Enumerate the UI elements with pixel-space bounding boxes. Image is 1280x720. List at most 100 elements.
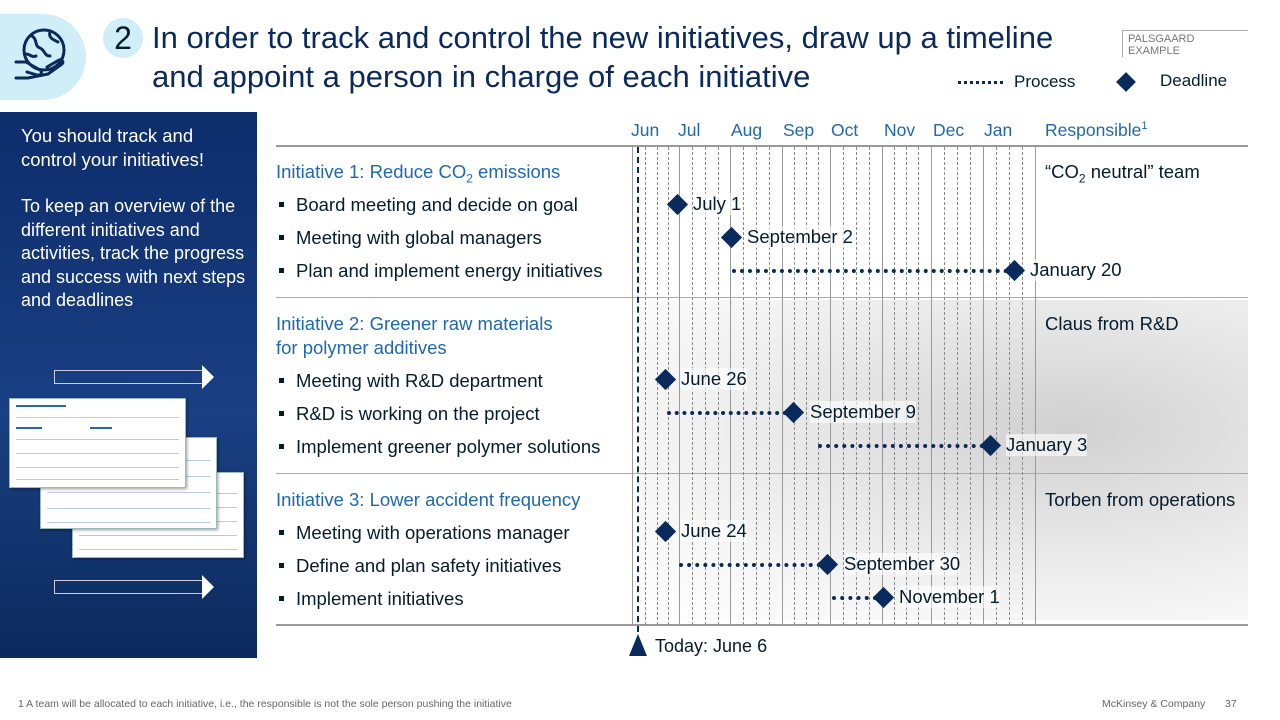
subscript: 2 bbox=[466, 171, 473, 186]
grid-line bbox=[769, 147, 770, 625]
task-row: Meeting with R&D department bbox=[276, 370, 543, 392]
grid-line bbox=[1035, 147, 1036, 625]
initiative-2-title-line: Initiative 2: Greener raw materials bbox=[276, 313, 553, 334]
bullet-icon bbox=[279, 595, 284, 601]
task-label: R&D is working on the project bbox=[296, 403, 540, 424]
initiative-2-responsible: Claus from R&D bbox=[1045, 313, 1179, 334]
sidebar-heading: You should track and control your initia… bbox=[21, 125, 205, 170]
month-label: Dec bbox=[933, 120, 965, 140]
deadline-label: January 20 bbox=[1030, 259, 1122, 281]
legend-process-label: Process bbox=[1014, 72, 1076, 91]
process-bar bbox=[832, 596, 877, 600]
grid-line bbox=[918, 147, 919, 625]
grid-line bbox=[906, 147, 907, 625]
bullet-icon bbox=[279, 562, 284, 568]
grid-line bbox=[818, 147, 819, 625]
grid-line bbox=[843, 147, 844, 625]
grid-line bbox=[806, 147, 807, 625]
task-row: R&D is working on the project bbox=[276, 403, 540, 425]
grid-line bbox=[856, 147, 857, 625]
responsible-header-text: Responsible bbox=[1045, 120, 1142, 140]
grid-line bbox=[931, 147, 932, 625]
initiative-3-title: Initiative 3: Lower accident frequency bbox=[276, 489, 581, 510]
grid-line bbox=[1022, 147, 1023, 625]
task-row: Implement greener polymer solutions bbox=[276, 436, 600, 458]
responsible-text: “CO bbox=[1045, 161, 1079, 182]
responsible-text-suffix: neutral” team bbox=[1085, 161, 1200, 182]
initiative-3-responsible: Torben from operations bbox=[1045, 489, 1236, 510]
bullet-icon bbox=[279, 234, 284, 240]
task-row: Define and plan safety initiatives bbox=[276, 555, 561, 577]
task-label: Implement initiatives bbox=[296, 588, 464, 609]
task-label: Meeting with global managers bbox=[296, 227, 542, 248]
initiative-1-title: Initiative 1: Reduce CO2 emissions bbox=[276, 160, 560, 191]
grid-line bbox=[894, 147, 895, 625]
grid-line bbox=[679, 147, 680, 625]
deadline-label: June 24 bbox=[681, 520, 747, 542]
grid-line bbox=[645, 147, 646, 625]
grid-line bbox=[657, 147, 658, 625]
month-label: Oct bbox=[831, 120, 859, 140]
process-bar bbox=[732, 269, 1008, 273]
grid-line bbox=[869, 147, 870, 625]
page-title: In order to track and control the new in… bbox=[152, 20, 1054, 94]
process-bar bbox=[818, 444, 984, 448]
legend-process-line bbox=[958, 81, 1003, 84]
deadline-label: July 1 bbox=[693, 193, 742, 215]
task-row: Meeting with global managers bbox=[276, 227, 542, 249]
grid-line bbox=[996, 147, 997, 625]
arrow-icon bbox=[54, 575, 214, 599]
initiative-1-title-text: Initiative 1: Reduce CO bbox=[276, 161, 467, 182]
grid-line bbox=[830, 147, 831, 625]
sidebar-text: To keep an overview of the different ini… bbox=[21, 196, 246, 310]
section-divider bbox=[276, 297, 1248, 298]
responsible-column-header: Responsible1 bbox=[1045, 120, 1147, 141]
deadline-label: September 2 bbox=[747, 226, 853, 248]
step-number-badge: 2 bbox=[103, 18, 143, 58]
process-bar bbox=[667, 411, 787, 415]
legend-deadline-diamond-icon bbox=[1116, 72, 1136, 92]
task-label: Define and plan safety initiatives bbox=[296, 555, 562, 576]
today-triangle-icon bbox=[629, 634, 647, 656]
task-row: Plan and implement energy initiatives bbox=[276, 260, 602, 282]
arrow-icon bbox=[54, 365, 214, 389]
task-label: Meeting with R&D department bbox=[296, 370, 543, 391]
bullet-icon bbox=[279, 377, 284, 383]
grid-line bbox=[1009, 147, 1010, 625]
month-label: Sep bbox=[783, 120, 815, 140]
month-label: Jun bbox=[631, 120, 660, 140]
footnote: 1 A team will be allocated to each initi… bbox=[18, 698, 512, 710]
deadline-diamond-icon bbox=[666, 193, 689, 216]
header-icon-circle bbox=[0, 14, 86, 100]
task-label: Plan and implement energy initiatives bbox=[296, 260, 603, 281]
task-label: Implement greener polymer solutions bbox=[296, 436, 601, 457]
globe-hand-icon bbox=[14, 28, 66, 80]
deadline-label: June 26 bbox=[681, 368, 747, 390]
grid-line bbox=[970, 147, 971, 625]
section-divider bbox=[276, 473, 1248, 474]
month-label: Aug bbox=[731, 120, 763, 140]
deadline-label: September 9 bbox=[810, 401, 916, 423]
task-label: Meeting with operations manager bbox=[296, 522, 570, 543]
month-label: Jan bbox=[984, 120, 1013, 140]
grid-line bbox=[944, 147, 945, 625]
bullet-icon bbox=[279, 410, 284, 416]
deadline-label: September 30 bbox=[844, 553, 961, 575]
task-row: Implement initiatives bbox=[276, 588, 464, 610]
bullet-icon bbox=[279, 529, 284, 535]
grid-line bbox=[983, 147, 984, 625]
company-name: McKinsey & Company bbox=[1102, 698, 1206, 710]
grid-line bbox=[632, 147, 633, 625]
month-label: Nov bbox=[884, 120, 916, 140]
month-label: Jul bbox=[678, 120, 701, 140]
grid-line bbox=[782, 147, 783, 625]
today-line bbox=[637, 147, 639, 632]
deadline-label: January 3 bbox=[1006, 434, 1088, 456]
bullet-icon bbox=[279, 443, 284, 449]
footnote-marker: 1 bbox=[1141, 120, 1148, 133]
task-label: Board meeting and decide on goal bbox=[296, 194, 578, 215]
deadline-label: November 1 bbox=[899, 586, 1000, 608]
today-label: Today: June 6 bbox=[655, 636, 768, 656]
process-bar bbox=[679, 563, 821, 567]
bullet-icon bbox=[279, 201, 284, 207]
